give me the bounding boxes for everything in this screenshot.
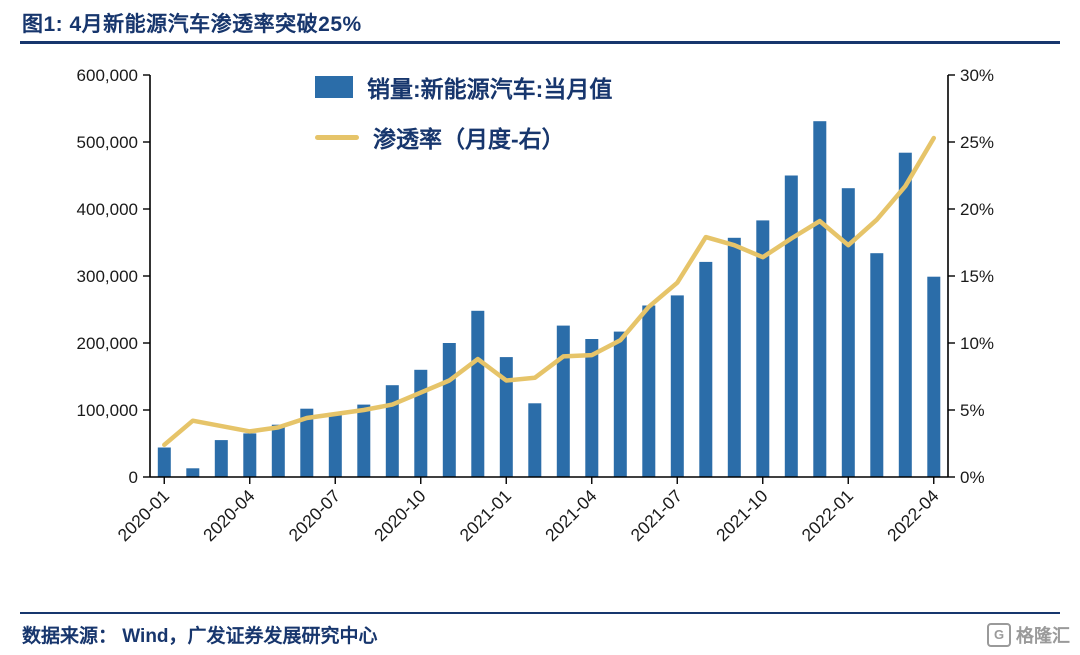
title-divider [20, 41, 1060, 44]
legend-item-penetration: 渗透率（月度-右） [315, 120, 612, 154]
right-axis-label: 15% [960, 267, 994, 286]
sales-bar [243, 433, 257, 477]
sales-bar [613, 331, 627, 477]
sales-bar [442, 343, 456, 477]
x-axis-label: 2021-07 [627, 486, 687, 546]
line-swatch-icon [315, 134, 359, 140]
bar-swatch-icon [315, 76, 353, 98]
sales-bar [271, 424, 285, 477]
watermark-text: 格隆汇 [1016, 625, 1070, 646]
sales-bar [328, 412, 342, 477]
right-axis-label: 20% [960, 200, 994, 219]
sales-bar [870, 253, 884, 477]
sales-bar [499, 357, 513, 477]
sales-bar [756, 220, 770, 477]
left-axis-label: 0 [129, 468, 138, 487]
sales-bar [927, 276, 941, 477]
right-axis-label: 0% [960, 468, 985, 487]
sales-bar [357, 404, 371, 477]
sales-bar [670, 295, 684, 477]
left-axis-label: 100,000 [77, 401, 138, 420]
footer-divider [20, 612, 1060, 614]
legend-item-sales: 销量:新能源汽车:当月值 [315, 70, 612, 104]
footer: 数据来源： Wind，广发证券发展研究中心 G 格隆汇 [22, 621, 1070, 648]
sales-bar [642, 305, 656, 477]
gelonghui-watermark: G 格隆汇 [987, 622, 1070, 648]
sales-bar [471, 310, 485, 477]
penetration-line [162, 135, 937, 448]
sales-bar [585, 339, 599, 477]
x-axis-label: 2022-04 [883, 486, 943, 546]
sales-bar [841, 188, 855, 477]
x-axis-label: 2021-10 [712, 486, 772, 546]
legend-label-penetration: 渗透率（月度-右） [373, 126, 565, 152]
sales-bar [556, 325, 570, 477]
x-axis-label: 2021-04 [541, 486, 601, 546]
sales-bar [214, 440, 228, 477]
x-axis-label: 2021-01 [456, 486, 516, 546]
right-axis-label: 25% [960, 133, 994, 152]
figure-title: 图1: 4月新能源汽车渗透率突破25% [22, 13, 362, 36]
sales-bar [414, 369, 428, 477]
sales-bar [157, 447, 171, 477]
chart-legend: 销量:新能源汽车:当月值 渗透率（月度-右） [315, 70, 612, 154]
sales-bar [898, 152, 912, 477]
sales-bar [528, 403, 542, 477]
left-axis-label: 500,000 [77, 133, 138, 152]
right-axis-label: 30% [960, 66, 994, 85]
sales-bar [385, 385, 399, 477]
legend-label-sales: 销量:新能源汽车:当月值 [367, 76, 613, 102]
sales-bar [186, 468, 200, 477]
gelonghui-logo-icon: G [987, 622, 1011, 647]
x-axis-label: 2020-07 [285, 486, 345, 546]
sales-bar [784, 175, 798, 477]
right-axis-label: 5% [960, 401, 985, 420]
x-axis-label: 2020-01 [114, 486, 174, 546]
sales-bar [300, 408, 314, 477]
left-axis-label: 200,000 [77, 334, 138, 353]
left-axis-label: 600,000 [77, 66, 138, 85]
x-axis-label: 2022-01 [798, 486, 858, 546]
left-axis-label: 400,000 [77, 200, 138, 219]
sales-bar [813, 121, 827, 477]
left-axis-label: 300,000 [77, 267, 138, 286]
sales-bar [727, 237, 741, 477]
data-source-text: 数据来源： Wind，广发证券发展研究中心 [22, 626, 378, 647]
right-axis-label: 10% [960, 334, 994, 353]
x-axis-label: 2020-10 [370, 486, 430, 546]
x-axis-label: 2020-04 [199, 486, 259, 546]
sales-bar [699, 261, 713, 477]
